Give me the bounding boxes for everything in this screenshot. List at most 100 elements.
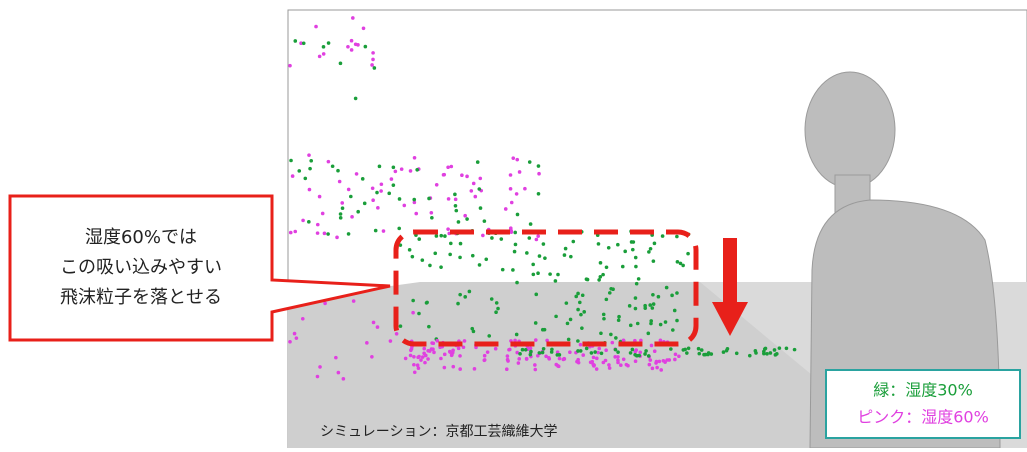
particle xyxy=(634,264,638,269)
particle xyxy=(655,365,659,370)
particle xyxy=(667,358,672,362)
particle xyxy=(423,360,427,365)
particle xyxy=(596,350,600,355)
particle xyxy=(336,168,340,173)
particle xyxy=(509,230,514,234)
particle xyxy=(446,197,451,201)
particle xyxy=(550,347,554,352)
particle xyxy=(371,198,375,202)
particle xyxy=(340,201,345,205)
particle xyxy=(375,190,379,195)
callout-line: 飛沫粒子を落とせる xyxy=(60,287,222,308)
particle xyxy=(536,192,541,196)
particle xyxy=(524,356,529,361)
particle xyxy=(458,255,462,260)
particle xyxy=(574,294,579,299)
particle xyxy=(326,41,331,45)
particle xyxy=(589,351,594,355)
particle xyxy=(371,51,375,55)
particle xyxy=(415,167,419,172)
particle xyxy=(416,355,420,360)
particle xyxy=(543,256,547,260)
particle xyxy=(611,287,615,291)
particle xyxy=(477,263,482,267)
particle xyxy=(571,239,576,244)
particle xyxy=(408,169,413,173)
particle xyxy=(610,340,615,345)
particle xyxy=(338,216,343,220)
particle xyxy=(472,367,477,371)
particle xyxy=(613,347,618,352)
particle xyxy=(453,192,457,197)
particle xyxy=(411,310,415,315)
particle xyxy=(403,356,408,361)
particle xyxy=(494,301,499,305)
particle xyxy=(377,164,382,169)
particle xyxy=(511,156,516,160)
particle xyxy=(596,242,601,246)
particle xyxy=(706,352,710,357)
particle xyxy=(487,334,492,338)
particle xyxy=(315,374,320,379)
particle xyxy=(407,248,412,252)
particle xyxy=(635,321,640,326)
particle xyxy=(659,368,664,372)
particle xyxy=(446,227,450,231)
particle xyxy=(595,356,599,361)
legend: 緑：湿度30% ピンク：湿度60% xyxy=(825,369,1021,439)
particle xyxy=(553,279,558,283)
particle xyxy=(626,363,630,368)
particle xyxy=(517,357,522,361)
callout-box xyxy=(8,194,391,342)
particle xyxy=(621,338,626,343)
particle xyxy=(598,261,603,265)
particle xyxy=(410,254,415,259)
particle xyxy=(446,165,450,170)
particle xyxy=(660,234,665,238)
particle xyxy=(428,263,432,268)
particle xyxy=(686,251,690,256)
particle xyxy=(516,361,521,365)
particle xyxy=(568,317,573,322)
particle xyxy=(540,327,545,332)
particle xyxy=(397,197,402,201)
particle xyxy=(525,251,529,255)
particle xyxy=(442,352,447,357)
particle xyxy=(346,44,350,49)
particle xyxy=(427,196,431,201)
particle xyxy=(725,346,730,351)
particle xyxy=(463,295,468,299)
particle xyxy=(588,360,593,365)
particle xyxy=(631,240,636,244)
particle xyxy=(433,251,438,256)
highlight-box xyxy=(393,229,699,347)
legend-item: ピンク：湿度60% xyxy=(857,408,989,427)
particle xyxy=(360,177,365,181)
particle xyxy=(427,324,431,329)
particle xyxy=(365,341,369,345)
particle xyxy=(508,187,513,191)
particle xyxy=(429,347,434,351)
particle xyxy=(420,258,425,262)
particle xyxy=(669,347,673,351)
particle xyxy=(580,293,585,298)
particle xyxy=(448,241,453,246)
particle xyxy=(415,363,420,368)
particle xyxy=(372,66,377,70)
particle xyxy=(643,352,647,356)
particle xyxy=(412,197,417,202)
particle xyxy=(601,272,605,277)
particle xyxy=(293,229,298,234)
particle xyxy=(663,360,667,364)
particle xyxy=(544,354,548,359)
particle xyxy=(792,347,797,352)
particle xyxy=(349,48,354,52)
particle xyxy=(648,246,653,251)
particle xyxy=(507,348,511,352)
particle xyxy=(513,230,518,235)
particle xyxy=(579,312,583,317)
particle xyxy=(408,353,413,358)
particle xyxy=(517,170,522,174)
